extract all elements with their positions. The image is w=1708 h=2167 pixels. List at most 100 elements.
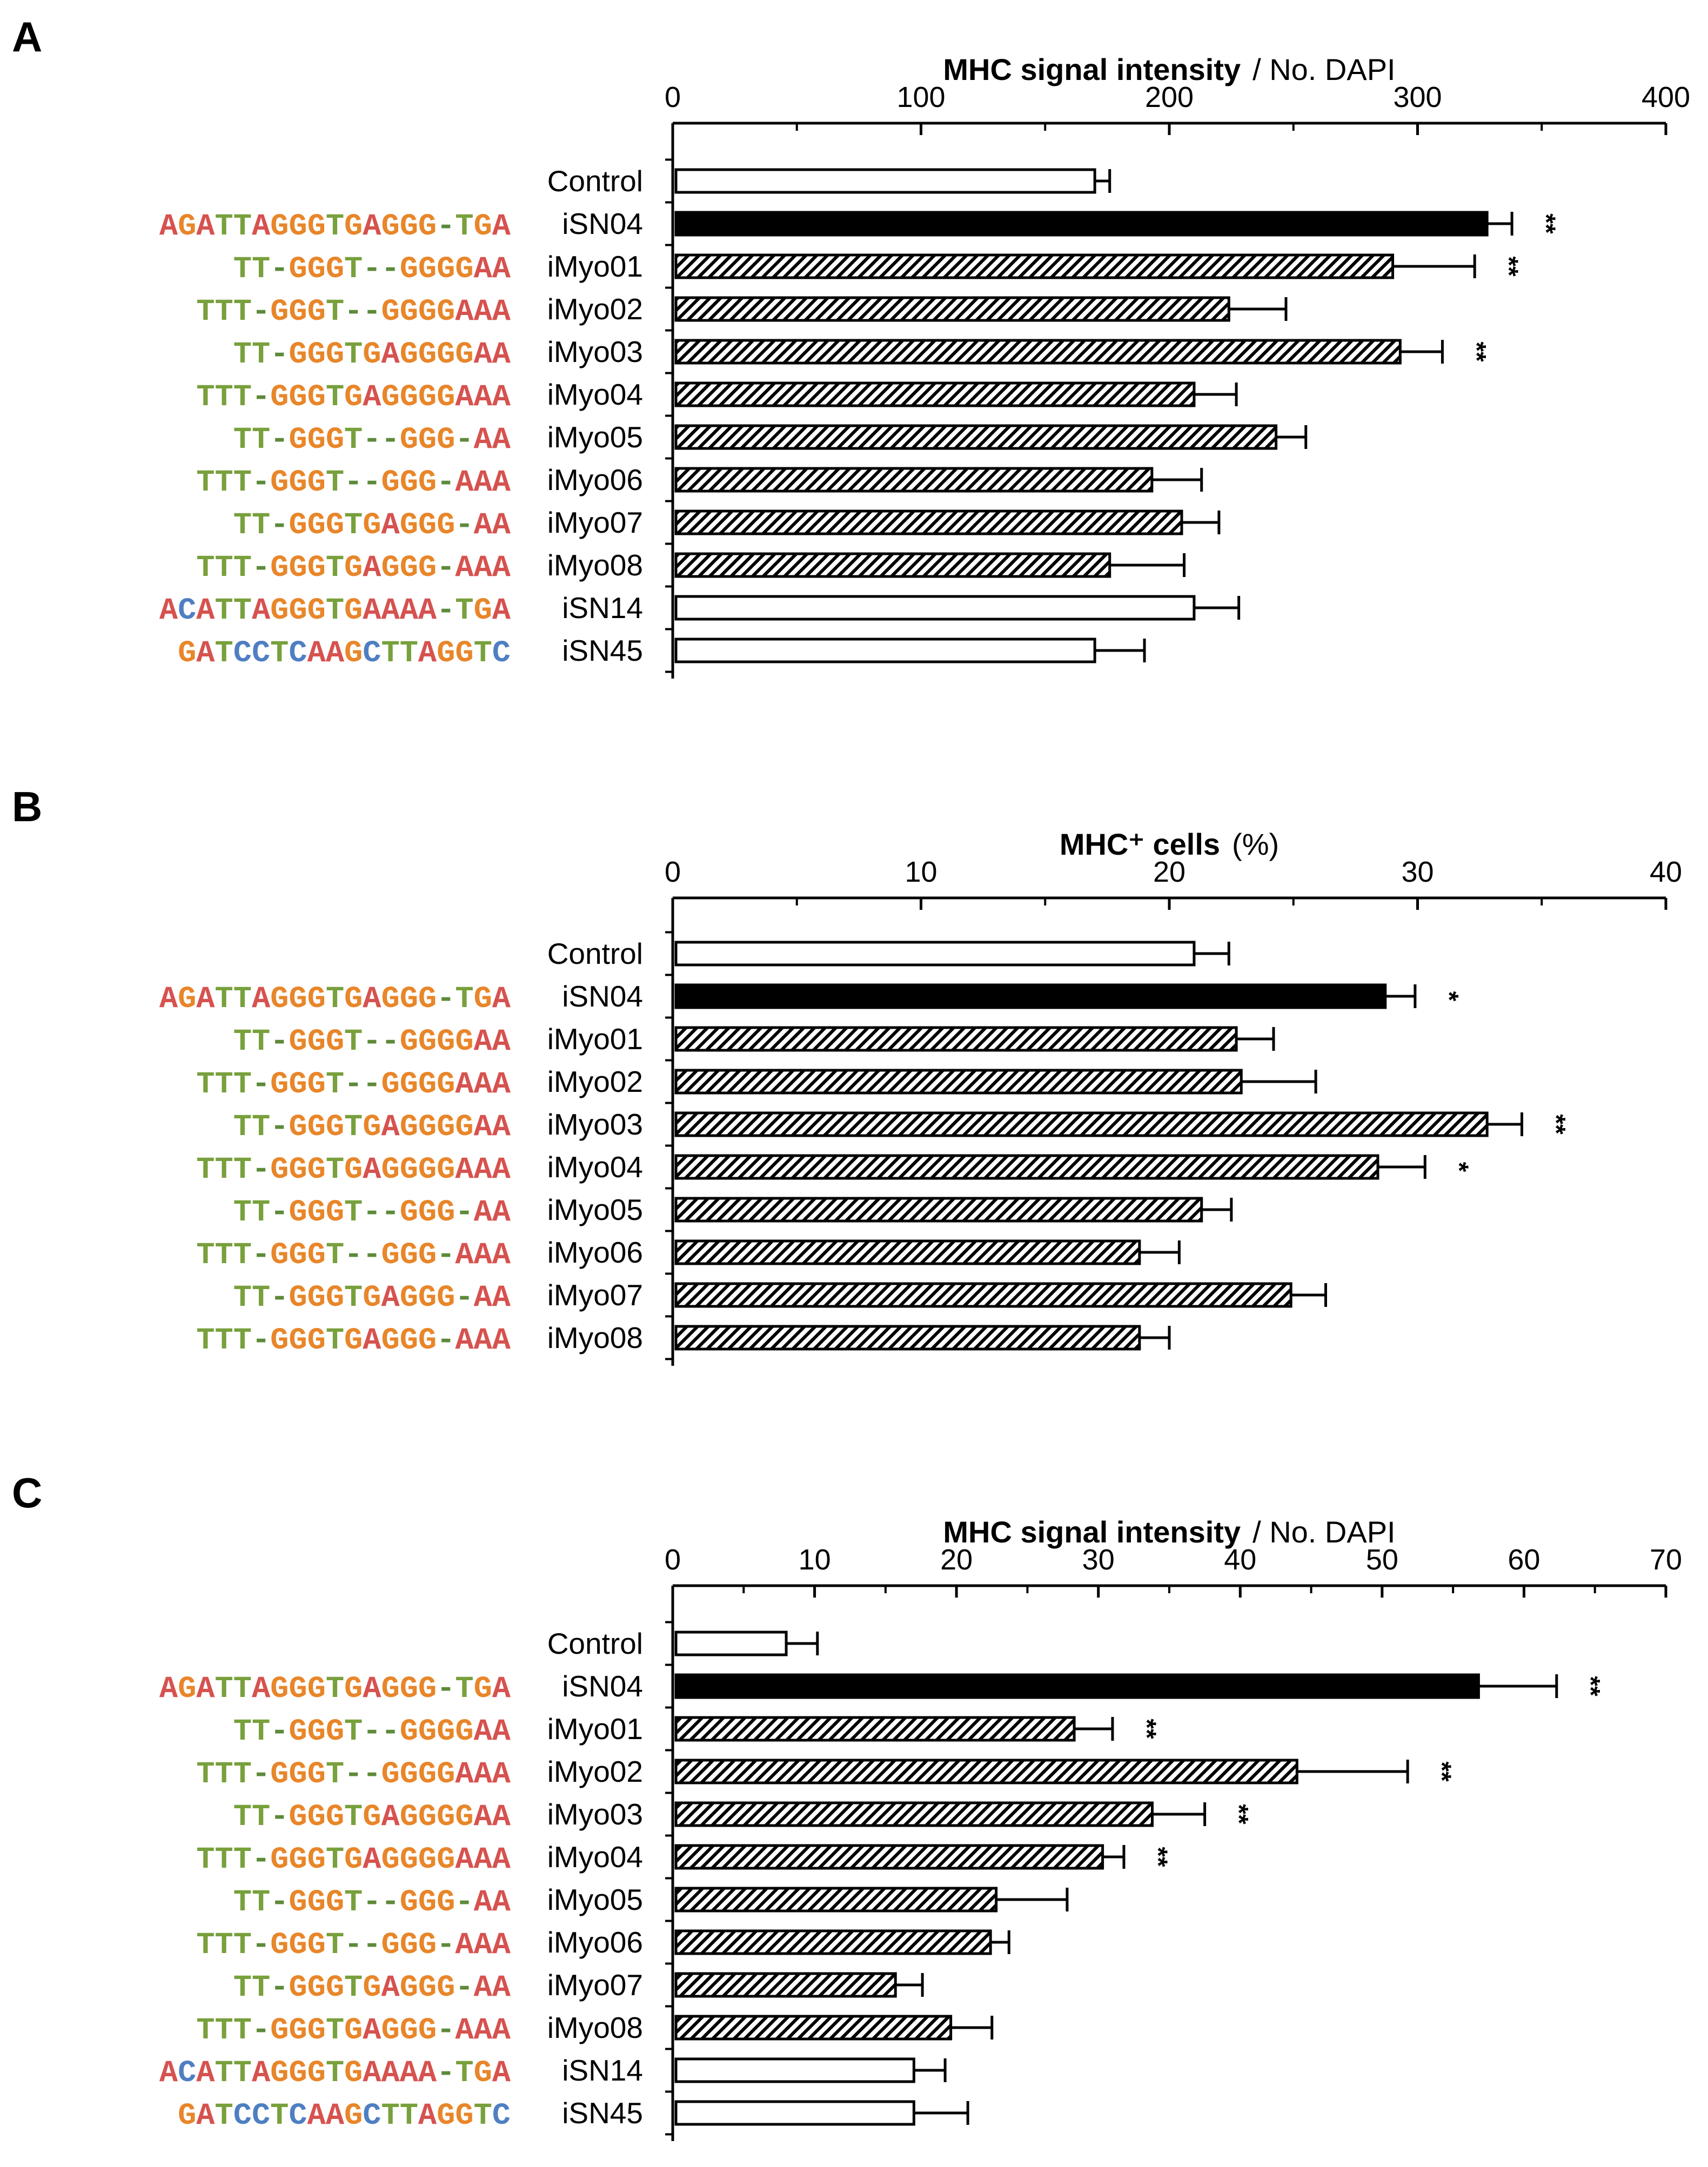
x-tick-label: 70 — [1650, 1544, 1682, 1576]
sequence-base: G — [418, 295, 437, 330]
sequence-base: T — [344, 508, 363, 543]
sequence-base: T — [215, 1928, 233, 1963]
sequence-base: - — [455, 1971, 473, 2005]
sequence-base: T — [252, 1971, 270, 2005]
sequence-base: A — [492, 338, 511, 372]
sequence-base: A — [492, 2014, 511, 2048]
sequence-base: G — [307, 508, 326, 543]
sequence-base: G — [400, 2014, 418, 2048]
significance-iMyo03: ** — [1224, 1804, 1253, 1824]
sequence-base: T — [326, 210, 344, 244]
axis-title-unit: / No. DAPI — [1252, 1515, 1396, 1549]
bar-Control — [674, 941, 1196, 967]
sequence-base: G — [344, 2014, 363, 2048]
sequence-base: G — [307, 252, 326, 287]
sequence-base: G — [437, 338, 455, 372]
sequence-base: - — [363, 1238, 381, 1273]
sequence-base: G — [400, 1324, 418, 1358]
category-label: iMyo05 — [547, 1193, 643, 1226]
sequence-base: G — [437, 252, 455, 287]
sequence-base: A — [492, 1238, 511, 1273]
sequence-base: A — [492, 1068, 511, 1102]
sequence-base: - — [437, 594, 455, 628]
sequence-base: A — [326, 636, 345, 671]
sequence-base: A — [363, 2014, 381, 2048]
sequence-base: T — [233, 2014, 252, 2048]
sequence-base: G — [418, 551, 437, 586]
sequence-base: G — [418, 1928, 437, 1963]
sequence-base: G — [418, 508, 437, 543]
significance-iMyo04: * — [1445, 1162, 1473, 1172]
sequence-base: G — [418, 466, 437, 500]
sequence-base: G — [400, 380, 418, 415]
sequence-base: T — [326, 1672, 344, 1707]
sequence-base: A — [474, 1025, 493, 1059]
sequence-base: A — [492, 982, 511, 1017]
sequence-base: A — [474, 1238, 493, 1273]
sequence-base: T — [326, 466, 344, 500]
sequence-base: A — [196, 1672, 215, 1707]
bar-iSN14 — [674, 595, 1196, 621]
sequence-base: C — [178, 2056, 196, 2091]
sequence-base: T — [326, 1238, 344, 1273]
category-label: iSN04 — [562, 207, 643, 240]
sequence-base: G — [400, 252, 418, 287]
category-label: iMyo05 — [547, 420, 643, 454]
sequence-base: G — [437, 1196, 455, 1230]
sequence-base: G — [289, 1068, 307, 1102]
bar-iMyo06 — [674, 1239, 1141, 1265]
sequence-base: T — [196, 1238, 215, 1273]
sequence-base: G — [418, 1800, 437, 1835]
bar-iSN45 — [674, 2100, 915, 2126]
sequence-base: T — [233, 295, 252, 330]
sequence-base: G — [307, 1928, 326, 1963]
bar-iMyo06 — [674, 467, 1154, 493]
sequence-base: A — [492, 1110, 511, 1145]
sequence-base: A — [381, 2056, 400, 2091]
sequence-base: T — [233, 252, 252, 287]
bar-iMyo03 — [674, 1801, 1154, 1827]
sequence-base: - — [363, 466, 381, 500]
sequence-base: G — [270, 380, 289, 415]
sequence-base: A — [381, 508, 400, 543]
sequence-base: A — [474, 1068, 493, 1102]
sequence-base: - — [270, 1886, 289, 1920]
sequence-base: G — [307, 982, 326, 1017]
sequence-base: A — [492, 252, 511, 287]
sequence-iMyo05: TT-GGGT--GGG-AA — [233, 1886, 511, 1920]
sequence-base: T — [233, 1196, 252, 1230]
sequence-base: G — [270, 551, 289, 586]
sequence-base: A — [159, 594, 178, 628]
sequence-base: - — [270, 1971, 289, 2005]
sequence-base: A — [455, 466, 474, 500]
bar-iMyo03 — [674, 339, 1402, 365]
sequence-base: G — [418, 1025, 437, 1059]
sequence-base: A — [492, 210, 511, 244]
sequence-iMyo03: TT-GGGTGAGGGGAA — [233, 1800, 511, 1835]
sequence-base: G — [400, 1928, 418, 1963]
sequence-base: A — [492, 1281, 511, 1316]
sequence-iMyo07: TT-GGGTGAGGG-AA — [233, 508, 511, 543]
sequence-base: G — [400, 1757, 418, 1792]
x-tick-label: 300 — [1393, 81, 1442, 113]
sequence-base: G — [400, 508, 418, 543]
axis-title: MHC signal intensity / No. DAPI — [943, 52, 1395, 86]
panel-A: A MHC signal intensity / No. DAPI 0 100 200 30… — [12, 13, 1690, 679]
sequence-base: G — [289, 982, 307, 1017]
sequence-base: A — [196, 636, 215, 671]
sequence-base: G — [437, 508, 455, 543]
sequence-base: G — [474, 210, 492, 244]
category-label: iMyo04 — [547, 378, 643, 411]
sequence-base: G — [326, 1971, 344, 2005]
sequence-base: - — [363, 1715, 381, 1749]
sequence-base: G — [270, 1324, 289, 1358]
sequence-base: G — [455, 636, 473, 671]
sequence-base: A — [492, 1757, 511, 1792]
sequence-base: T — [326, 1324, 344, 1358]
sequence-base: G — [289, 1025, 307, 1059]
sequence-base: G — [289, 1971, 307, 2005]
category-label: iMyo01 — [547, 250, 643, 283]
sequence-base: G — [381, 1153, 399, 1188]
sequence-base: T — [326, 594, 344, 628]
category-label: iMyo08 — [547, 2011, 643, 2044]
